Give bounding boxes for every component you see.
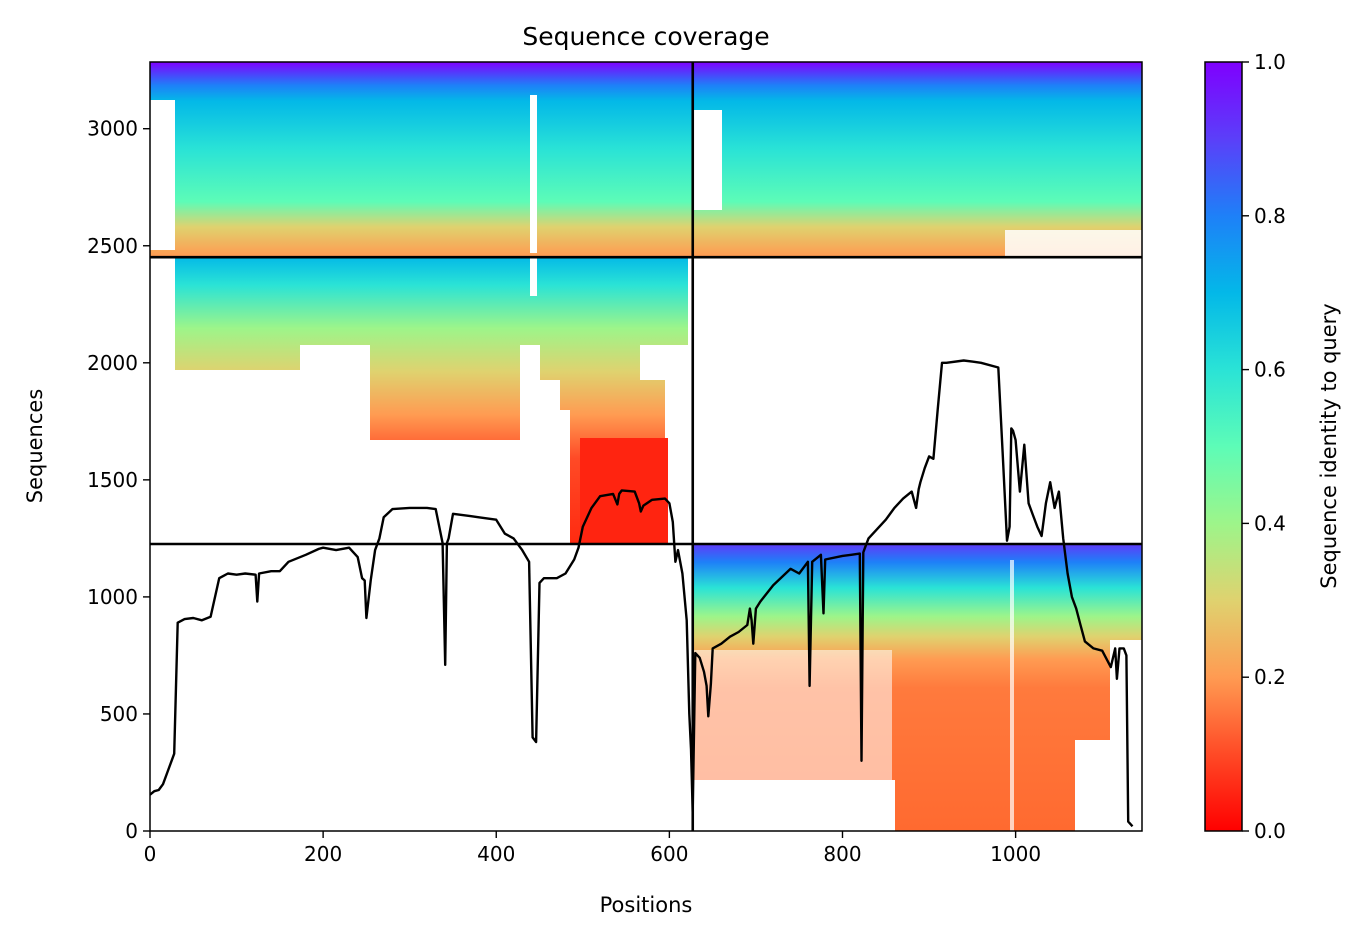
y-tick-label: 0 <box>125 819 138 843</box>
y-tick-label: 1000 <box>87 585 138 609</box>
colorbar-tick-label: 1.0 <box>1254 50 1286 74</box>
y-tick-label: 500 <box>100 702 138 726</box>
heatmap-gap-top-right-2 <box>1005 230 1142 256</box>
heatmap-block-top-left <box>150 62 692 256</box>
heatmap-gap-top-right <box>692 110 722 210</box>
y-tick-label: 2500 <box>87 234 138 258</box>
x-tick-label: 0 <box>144 842 157 866</box>
x-tick-label: 600 <box>650 842 688 866</box>
colorbar-tick-label: 0.2 <box>1254 665 1286 689</box>
y-tick-label: 1500 <box>87 468 138 492</box>
heatmap-block-top-right <box>692 62 1142 256</box>
x-axis: 0 200 400 600 800 1000 <box>144 831 1041 866</box>
heatmap-blocks <box>150 62 1142 831</box>
heatmap-stripe-middle-left <box>530 256 537 296</box>
colorbar-tick-label: 0.0 <box>1254 819 1286 843</box>
colorbar-tick-label: 0.6 <box>1254 358 1286 382</box>
x-tick-label: 400 <box>477 842 515 866</box>
colorbar <box>1204 61 1243 832</box>
x-tick-label: 200 <box>304 842 342 866</box>
heatmap-gap-bottom-right <box>692 650 892 780</box>
y-axis-title: Sequences <box>23 389 47 504</box>
y-axis: 0 500 1000 1500 2000 2500 3000 <box>87 117 150 843</box>
heatmap-stripe-bottom-right <box>1010 560 1014 831</box>
heatmap-gap-top-left <box>150 100 175 250</box>
heatmap-block-middle-left <box>175 256 688 545</box>
block-boundary-lines <box>150 62 1142 831</box>
colorbar-tick-label: 0.8 <box>1254 204 1286 228</box>
colorbar-label: Sequence identity to query <box>1317 303 1341 588</box>
colorbar-ticks: 0.0 0.2 0.4 0.6 0.8 1.0 <box>1242 50 1286 843</box>
plot-frame <box>149 61 1143 832</box>
x-tick-label: 800 <box>823 842 861 866</box>
chart-title: Sequence coverage <box>522 22 769 51</box>
x-axis-title: Positions <box>600 893 693 917</box>
x-tick-label: 1000 <box>990 842 1041 866</box>
coverage-line <box>150 359 1134 828</box>
y-tick-label: 3000 <box>87 117 138 141</box>
heatmap-stripe-top-left <box>530 95 537 253</box>
y-tick-label: 2000 <box>87 351 138 375</box>
colorbar-tick-label: 0.4 <box>1254 511 1286 535</box>
